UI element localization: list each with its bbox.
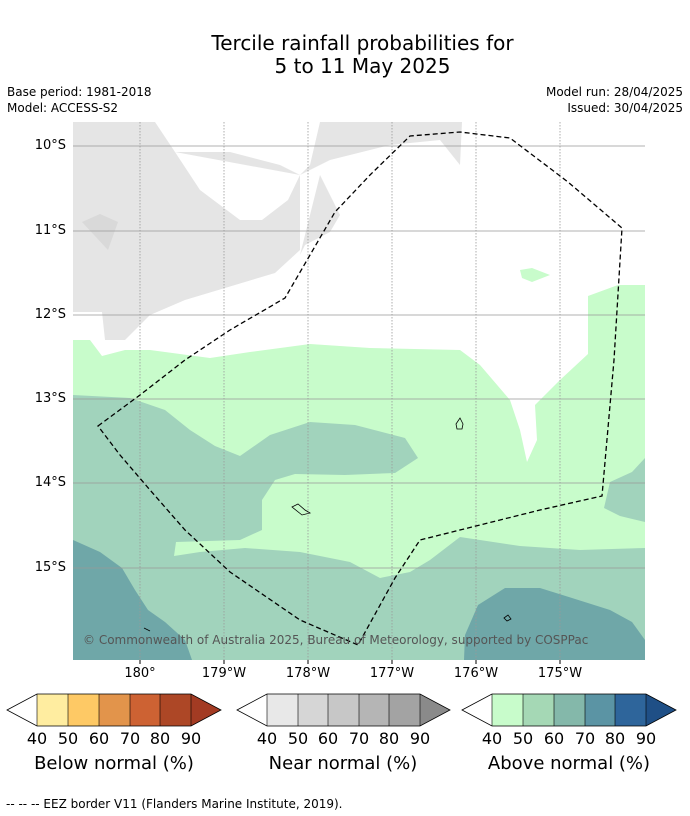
colorbar-swatch xyxy=(389,694,420,726)
colorbar-tick-label: 70 xyxy=(348,729,370,748)
eez-border xyxy=(97,131,623,646)
colorbar-swatch xyxy=(462,694,492,726)
island-outline xyxy=(291,503,312,516)
colorbar-tick-label: 40 xyxy=(26,729,48,748)
above-normal-60-region-west xyxy=(73,540,192,660)
above-normal-60-region-east xyxy=(464,588,645,660)
colorbar-tick-label: 40 xyxy=(481,729,503,748)
colorbar-tick-label: 90 xyxy=(409,729,431,748)
colorbar-below-normal xyxy=(6,693,222,727)
island-outline xyxy=(503,614,512,622)
colorbar-tick-label: 40 xyxy=(256,729,278,748)
map-credit: © Commonwealth of Australia 2025, Bureau… xyxy=(83,633,589,647)
lat-label: 13°S xyxy=(34,391,66,406)
lon-label: 177°W xyxy=(369,666,415,681)
island-outline xyxy=(143,627,151,632)
above-normal-50-patch-east xyxy=(604,458,645,522)
colorbar-swatch xyxy=(554,694,585,726)
island-outline xyxy=(455,417,464,430)
lat-label: 12°S xyxy=(34,307,66,322)
model-name-text: Model: ACCESS-S2 xyxy=(7,101,119,115)
colorbar-swatch xyxy=(585,694,615,726)
lat-label: 14°S xyxy=(34,475,66,490)
colorbar-swatch xyxy=(523,694,554,726)
lat-label: 11°S xyxy=(34,223,66,238)
colorbar-swatch xyxy=(130,694,160,726)
colorbar-swatch xyxy=(328,694,359,726)
above-normal-40-patch xyxy=(520,268,550,282)
colorbar-tick-label: 50 xyxy=(287,729,309,748)
colorbar-above-normal xyxy=(461,693,677,727)
colorbar-tick-label: 50 xyxy=(512,729,534,748)
colorbar-swatch xyxy=(37,694,68,726)
colorbar-swatch xyxy=(237,694,267,726)
colorbar-near-normal xyxy=(236,693,451,727)
colorbar-tick-label: 60 xyxy=(543,729,565,748)
base-period-text: Base period: 1981-2018 xyxy=(7,85,152,99)
colorbar-swatch xyxy=(160,694,191,726)
colorbar-swatch xyxy=(99,694,130,726)
lon-label: 179°W xyxy=(201,666,247,681)
colorbar-tick-label: 60 xyxy=(317,729,339,748)
colorbar-title-near-normal: Near normal (%) xyxy=(268,753,418,774)
colorbar-tick-label: 50 xyxy=(57,729,79,748)
colorbar-swatch xyxy=(492,694,523,726)
lon-tick-marks xyxy=(139,660,561,664)
lat-label: 10°S xyxy=(34,138,66,153)
colorbar-swatch xyxy=(267,694,298,726)
colorbar-swatch xyxy=(420,694,450,726)
grid-lines xyxy=(73,122,645,660)
issued-date-text: Issued: 30/04/2025 xyxy=(567,101,683,115)
colorbar-title-above-normal: Above normal (%) xyxy=(487,753,651,774)
colorbar-tick-label: 80 xyxy=(149,729,171,748)
colorbar-tick-label: 80 xyxy=(604,729,626,748)
colorbar-swatch xyxy=(7,694,37,726)
colorbar-swatch xyxy=(646,694,676,726)
lon-label: 175°W xyxy=(537,666,583,681)
colorbar-swatch xyxy=(68,694,99,726)
near-normal-region-mid xyxy=(175,152,300,220)
island-outline xyxy=(82,214,118,250)
eez-footnote: -- -- -- EEZ border V11 (Flanders Marine… xyxy=(6,797,343,811)
lon-label: 176°W xyxy=(453,666,499,681)
map-title-line2: 5 to 11 May 2025 xyxy=(274,54,451,78)
colorbar-swatch xyxy=(615,694,646,726)
colorbar-tick-label: 60 xyxy=(88,729,110,748)
colorbar-title-below-normal: Below normal (%) xyxy=(34,753,194,774)
lat-label: 15°S xyxy=(34,560,66,575)
model-run-text: Model run: 28/04/2025 xyxy=(545,85,683,99)
near-normal-region-ne xyxy=(300,122,462,255)
colorbar-swatch xyxy=(359,694,389,726)
colorbar-swatch xyxy=(191,694,221,726)
colorbar-tick-label: 90 xyxy=(635,729,657,748)
map-title-line1: Tercile rainfall probabilities for xyxy=(211,31,514,55)
colorbar-tick-label: 90 xyxy=(180,729,202,748)
colorbar-swatch xyxy=(298,694,328,726)
colorbar-group xyxy=(6,693,677,727)
lon-label: 178°W xyxy=(285,666,331,681)
colorbar-tick-label: 80 xyxy=(378,729,400,748)
colorbar-tick-label: 70 xyxy=(119,729,141,748)
colorbar-tick-label: 70 xyxy=(574,729,596,748)
lon-label: 180° xyxy=(124,666,156,681)
